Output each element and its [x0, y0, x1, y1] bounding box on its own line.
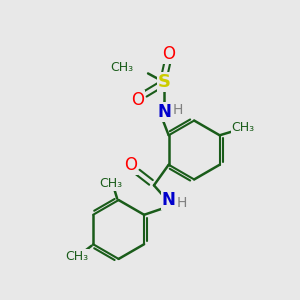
Text: O: O [124, 156, 137, 174]
Text: N: N [162, 191, 176, 209]
Text: H: H [172, 103, 183, 117]
Text: CH₃: CH₃ [232, 122, 255, 134]
Text: O: O [131, 91, 144, 109]
Text: N: N [157, 103, 171, 121]
Text: H: H [177, 196, 187, 210]
Text: CH₃: CH₃ [100, 177, 123, 190]
Text: S: S [158, 73, 171, 91]
Text: O: O [162, 45, 175, 63]
Text: CH₃: CH₃ [110, 61, 133, 74]
Text: CH₃: CH₃ [65, 250, 88, 262]
